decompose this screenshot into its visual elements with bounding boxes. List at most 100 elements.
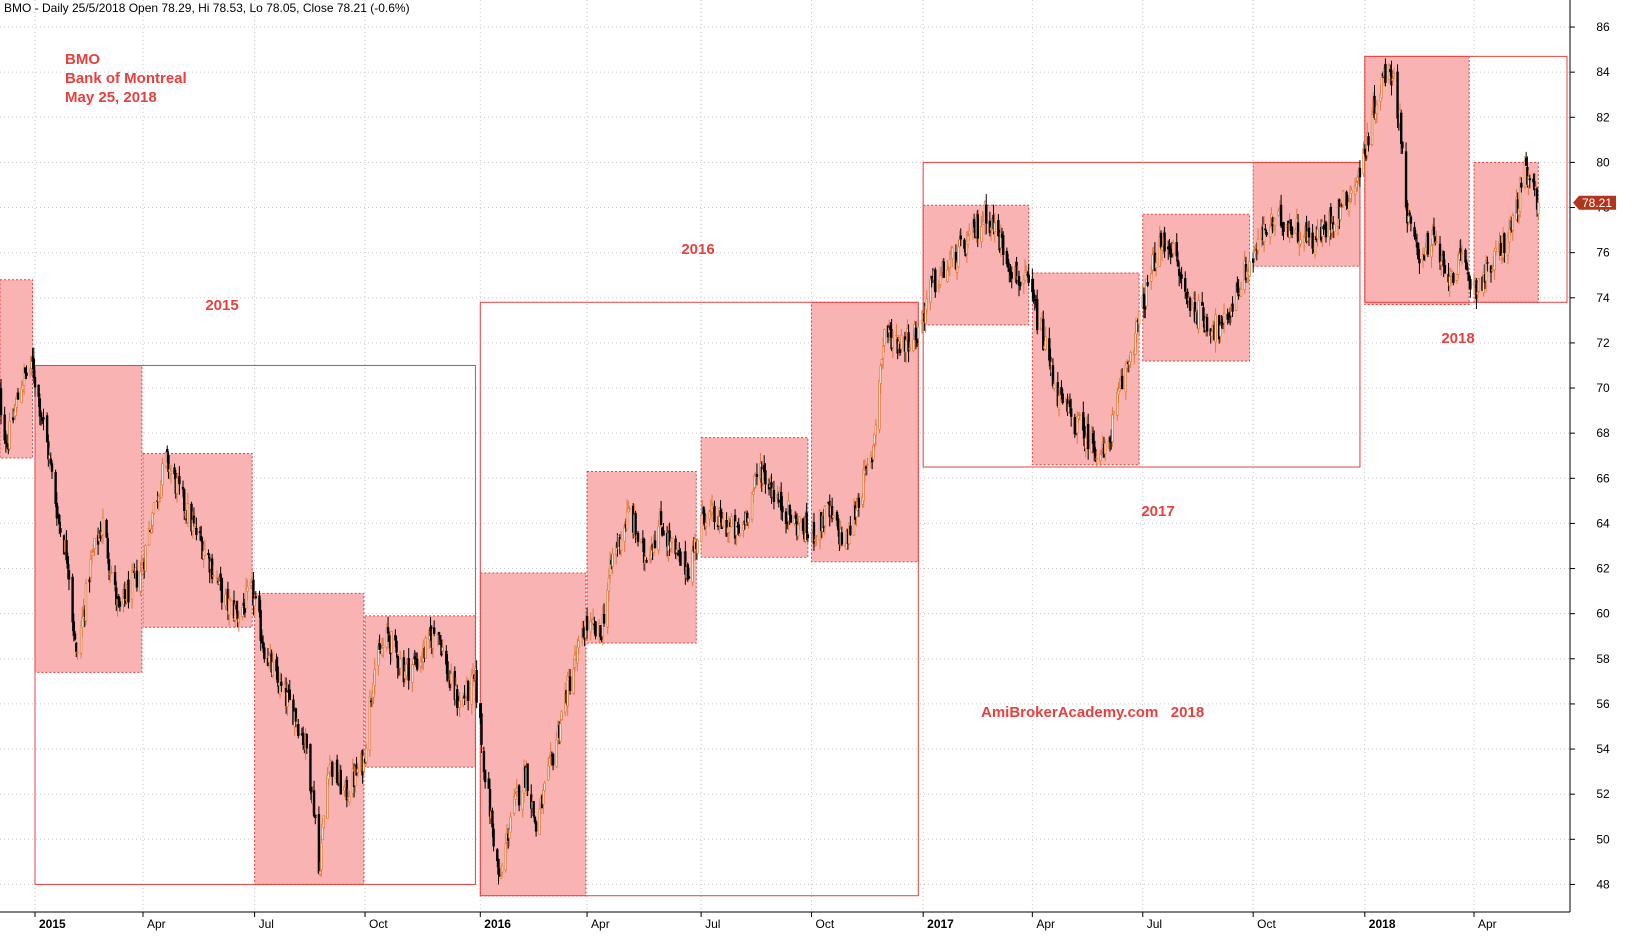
y-tick-label: 52 [1596, 787, 1610, 801]
candle-body [16, 392, 20, 400]
candle [431, 626, 435, 658]
candle-body [345, 780, 349, 801]
candle [105, 518, 108, 539]
candle-body [1264, 228, 1267, 231]
candle-body [4, 440, 8, 444]
candle-body [1299, 239, 1302, 245]
candle-body [207, 552, 210, 556]
candle-body [110, 571, 113, 574]
candle [1150, 265, 1153, 290]
candle [1416, 242, 1420, 260]
candle [166, 445, 169, 463]
candle [382, 637, 385, 658]
candle [491, 807, 494, 838]
candle [101, 508, 105, 544]
candle-body [696, 539, 699, 554]
candle-body [90, 552, 94, 557]
candle-body [59, 528, 62, 533]
y-tick-label: 86 [1596, 20, 1610, 34]
candle [1151, 247, 1154, 275]
candle-body [1017, 276, 1021, 286]
candle-body [496, 849, 499, 862]
candle-body [463, 695, 466, 699]
candle-body [997, 219, 1000, 237]
quarter-range-box [254, 592, 365, 885]
candle [207, 549, 210, 559]
candle [280, 673, 283, 693]
candle-body [1044, 336, 1047, 350]
year-range-label-2016: 2016 [681, 241, 714, 258]
candle [1222, 303, 1226, 333]
quarter-range-box [1252, 161, 1361, 267]
candle [837, 514, 840, 537]
candle-body [980, 226, 983, 243]
candle-body [1256, 238, 1260, 251]
candle-body [1534, 186, 1538, 189]
candle [0, 378, 3, 425]
candle [1032, 278, 1035, 304]
candle-body [1168, 246, 1171, 250]
quarter-range-box [700, 437, 809, 558]
candle [696, 538, 699, 561]
candle-body [1416, 242, 1420, 260]
candle-body [173, 467, 176, 475]
candle [1367, 132, 1370, 152]
candle [1019, 281, 1022, 291]
candle [39, 410, 43, 426]
candle [115, 581, 118, 611]
candle [555, 731, 558, 769]
candle-body [237, 617, 241, 623]
candle-body [812, 522, 816, 544]
candle-body [526, 763, 529, 792]
candle-body [429, 626, 432, 637]
candle-body [1145, 278, 1148, 307]
candle-body [1180, 274, 1183, 279]
candle-body [49, 458, 52, 464]
candle-body [1219, 325, 1222, 337]
candle-body [1324, 222, 1328, 238]
candle-body [755, 473, 759, 477]
candle-body [365, 747, 368, 763]
candle [320, 835, 323, 877]
candle [227, 588, 231, 626]
candle-body [517, 785, 521, 806]
candle-body [1036, 299, 1039, 331]
candle-body [1117, 389, 1120, 395]
candle [276, 656, 279, 687]
candle-body [1197, 300, 1200, 330]
candle-body [1370, 114, 1374, 145]
candle-body [1268, 227, 1272, 238]
x-tick-label: 2018 [1369, 917, 1396, 931]
candle [65, 530, 68, 564]
candle-body [972, 219, 976, 228]
candle-body [38, 398, 42, 417]
candle [1400, 109, 1403, 155]
candle-body [127, 579, 130, 603]
candle [130, 563, 134, 609]
candle [437, 631, 441, 645]
y-tick-label: 60 [1596, 607, 1610, 621]
y-tick-label: 66 [1596, 471, 1610, 485]
candle [79, 620, 83, 659]
candle-body [186, 503, 190, 524]
candle [1239, 281, 1243, 297]
candle-body [938, 274, 942, 286]
candle-body [412, 658, 415, 665]
candle-body [483, 769, 487, 783]
candle [764, 463, 767, 494]
candle-body [538, 808, 541, 835]
candle-body [283, 683, 287, 689]
candle-body [746, 512, 749, 523]
candle-body [934, 269, 937, 293]
candle-body [1413, 226, 1416, 237]
candle [946, 259, 949, 283]
candle-body [881, 346, 885, 359]
candle-body [577, 640, 580, 649]
candle-body [480, 713, 483, 745]
candle [15, 392, 19, 412]
candle [1380, 73, 1383, 99]
candle-body [482, 750, 486, 773]
candle-body [456, 689, 459, 709]
candle [781, 496, 784, 522]
candle [424, 635, 427, 659]
